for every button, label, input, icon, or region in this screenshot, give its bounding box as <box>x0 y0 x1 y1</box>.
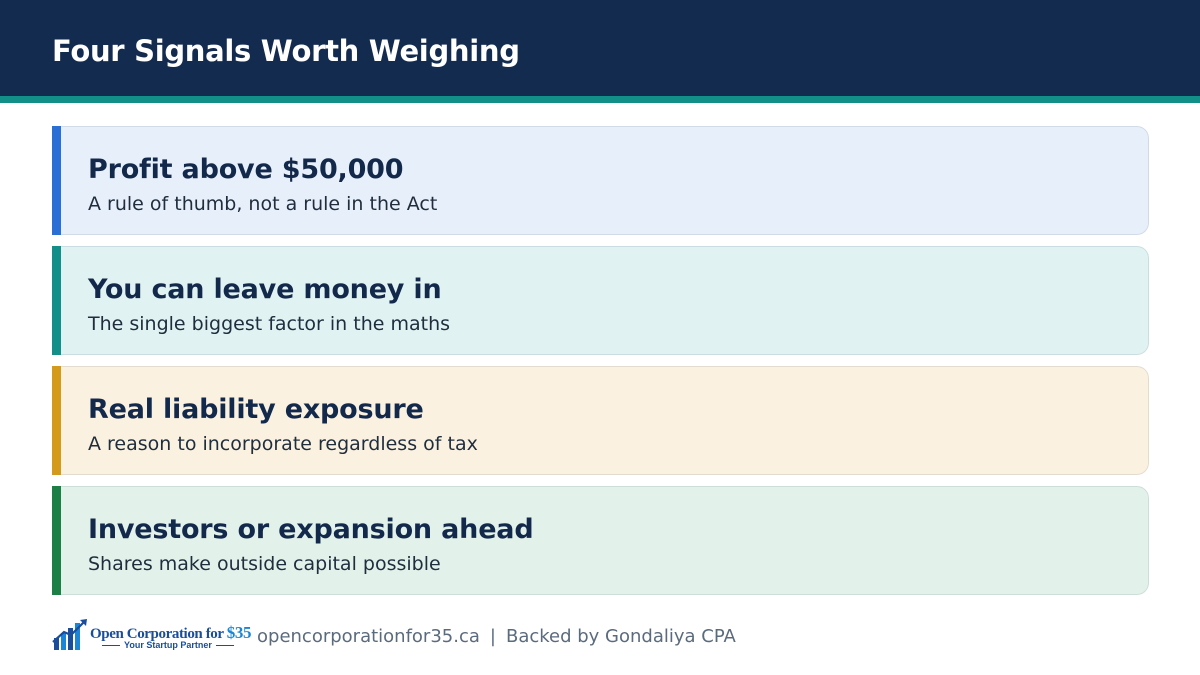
header-banner: Four Signals Worth Weighing <box>0 0 1200 96</box>
footer-separator: | <box>489 626 496 647</box>
signal-card-liability: Real liability exposure A reason to inco… <box>52 366 1149 475</box>
card-title: Investors or expansion ahead <box>88 514 534 545</box>
brand-logo: Open Corporation for $35 Your Startup Pa… <box>52 618 251 654</box>
logo-name: Open Corporation for $35 <box>90 623 252 642</box>
footer-credits: opencorporationfor35.ca | Backed by Gondal… <box>257 626 736 647</box>
website-link[interactable]: opencorporationfor35.ca <box>257 626 480 647</box>
logo-price: $35 <box>226 623 252 642</box>
card-border <box>61 486 1149 595</box>
card-subtitle: Shares make outside capital possible <box>88 553 441 575</box>
card-accent-bar <box>52 486 61 595</box>
backed-by-text: Backed by Gondaliya CPA <box>505 626 736 647</box>
signal-card-profit: Profit above $50,000 A rule of thumb, no… <box>52 126 1149 235</box>
card-subtitle: The single biggest factor in the maths <box>88 313 451 335</box>
header-divider <box>0 96 1200 103</box>
card-accent-bar <box>52 126 61 235</box>
card-title: Profit above $50,000 <box>88 154 404 185</box>
card-accent-bar <box>52 246 61 355</box>
card-subtitle: A reason to incorporate regardless of ta… <box>88 433 478 455</box>
logo-tagline: Your Startup Partner <box>98 640 238 650</box>
growth-chart-icon <box>52 619 87 650</box>
card-border <box>61 246 1149 355</box>
card-title: You can leave money in <box>88 274 442 305</box>
card-subtitle: A rule of thumb, not a rule in the Act <box>88 193 438 215</box>
signal-card-money: You can leave money in The single bigges… <box>52 246 1149 355</box>
page-title: Four Signals Worth Weighing <box>52 34 520 68</box>
card-accent-bar <box>52 366 61 475</box>
card-border <box>61 126 1149 235</box>
card-title: Real liability exposure <box>88 394 424 425</box>
card-border <box>61 366 1149 475</box>
signal-card-investors: Investors or expansion ahead Shares make… <box>52 486 1149 595</box>
